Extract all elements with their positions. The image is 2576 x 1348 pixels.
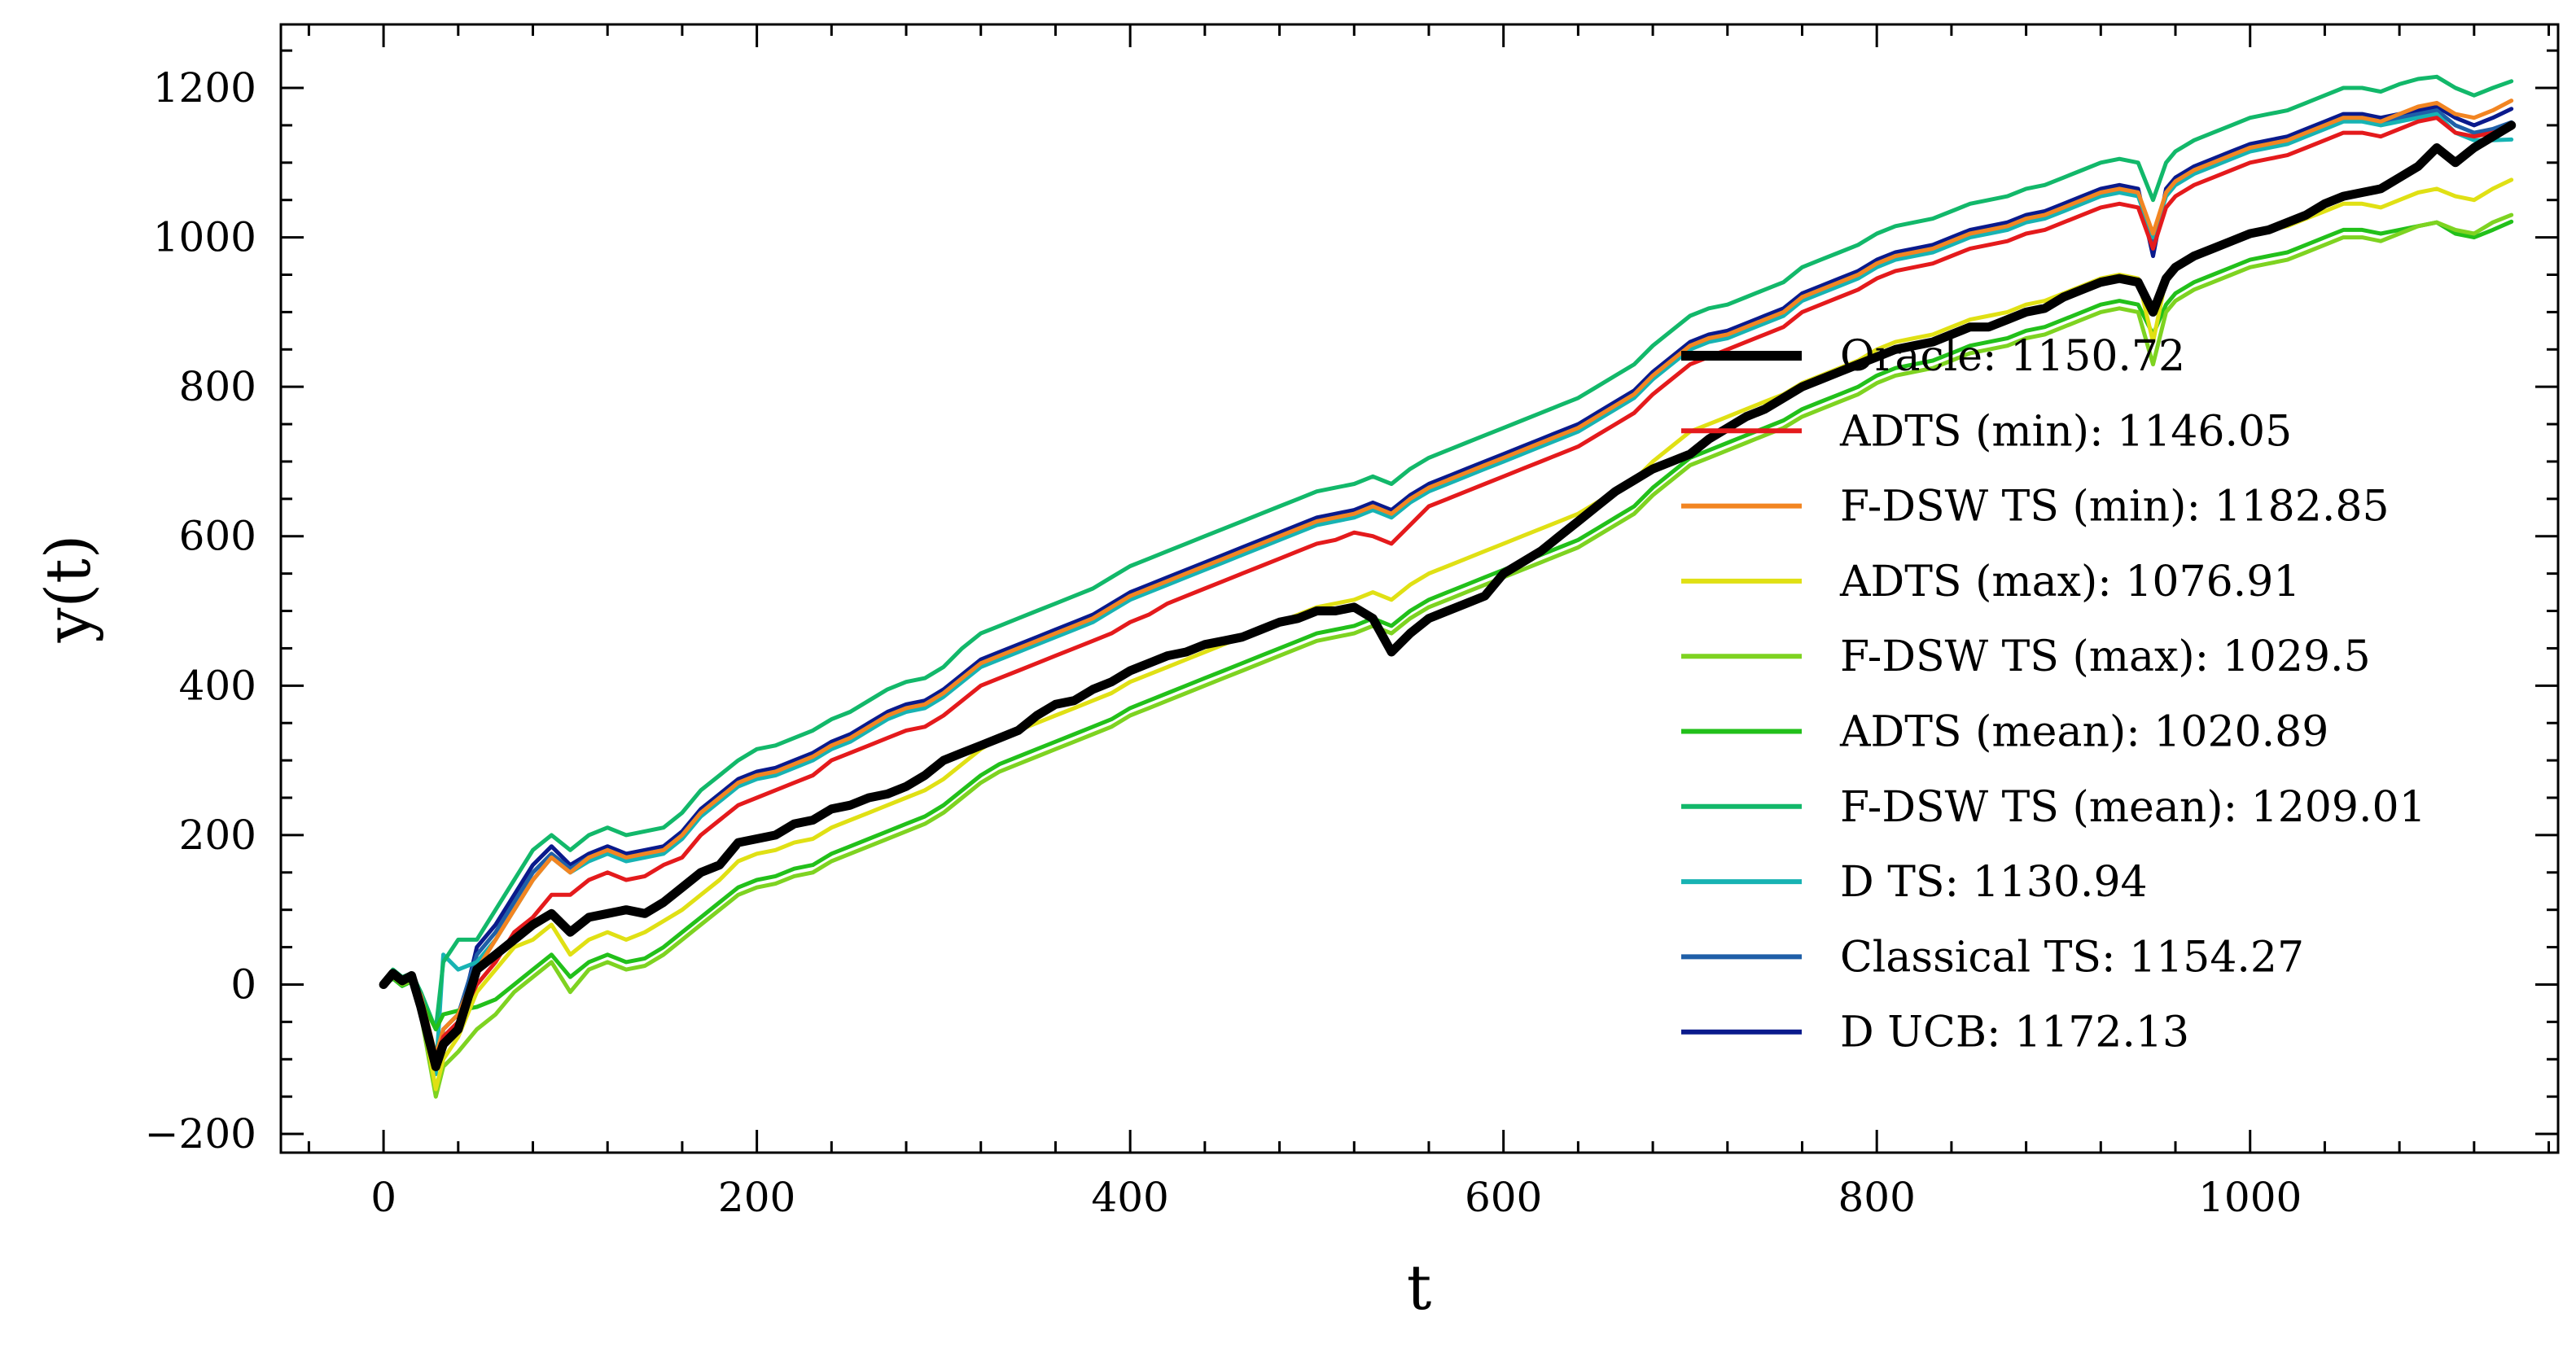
legend-label-6: F-DSW TS (mean): 1209.01: [1840, 783, 2426, 832]
legend-label-9: D UCB: 1172.13: [1840, 1009, 2189, 1057]
legend-label-7: D TS: 1130.94: [1840, 858, 2148, 907]
y-tick-label: 0: [230, 961, 256, 1008]
series-line-0: [379, 120, 2517, 1071]
x-axis-label: t: [1407, 1251, 1432, 1324]
series-line-2: [381, 98, 2514, 1058]
series-line-4: [381, 212, 2514, 1099]
legend: Oracle: 1150.72 ADTS (min): 1146.05 F-DSW …: [1681, 332, 2426, 1057]
legend-label-0: Oracle: 1150.72: [1840, 332, 2185, 381]
legend-label-1: ADTS (min): 1146.05: [1839, 407, 2292, 456]
legend-label-4: F-DSW TS (max): 1029.5: [1840, 632, 2371, 681]
y-tick-label: 800: [179, 363, 256, 410]
y-tick-label: 600: [179, 513, 256, 560]
y-tick-label: 1200: [153, 64, 256, 112]
legend-label-8: Classical TS: 1154.27: [1840, 933, 2304, 982]
x-tick-label: 400: [1091, 1174, 1168, 1221]
legend-label-2: F-DSW TS (min): 1182.85: [1840, 483, 2390, 532]
series-line-1: [381, 116, 2514, 1061]
series-lines: [379, 74, 2517, 1099]
legend-label-5: ADTS (mean): 1020.89: [1839, 708, 2328, 757]
x-tick-label: 1000: [2198, 1174, 2302, 1221]
x-tick-label: 600: [1465, 1174, 1542, 1221]
axis-ticks: 0 200 400 600 800 1000 −200 0 200 400 600 800 1000 12…: [145, 24, 2558, 1221]
y-tick-label: −200: [145, 1110, 256, 1158]
y-tick-label: 1000: [153, 214, 256, 261]
x-tick-label: 800: [1838, 1174, 1915, 1221]
y-tick-label: 400: [179, 662, 256, 709]
y-tick-label: 200: [179, 812, 256, 859]
series-line-3: [381, 177, 2514, 1092]
y-axis-label: y(t): [32, 535, 104, 644]
series-line-5: [381, 219, 2514, 1031]
x-tick-label: 200: [718, 1174, 795, 1221]
x-tick-label: 0: [370, 1174, 396, 1221]
legend-label-3: ADTS (max): 1076.91: [1839, 558, 2300, 606]
plot-frame: [279, 23, 2560, 1154]
series-line-6: [381, 74, 2514, 1031]
